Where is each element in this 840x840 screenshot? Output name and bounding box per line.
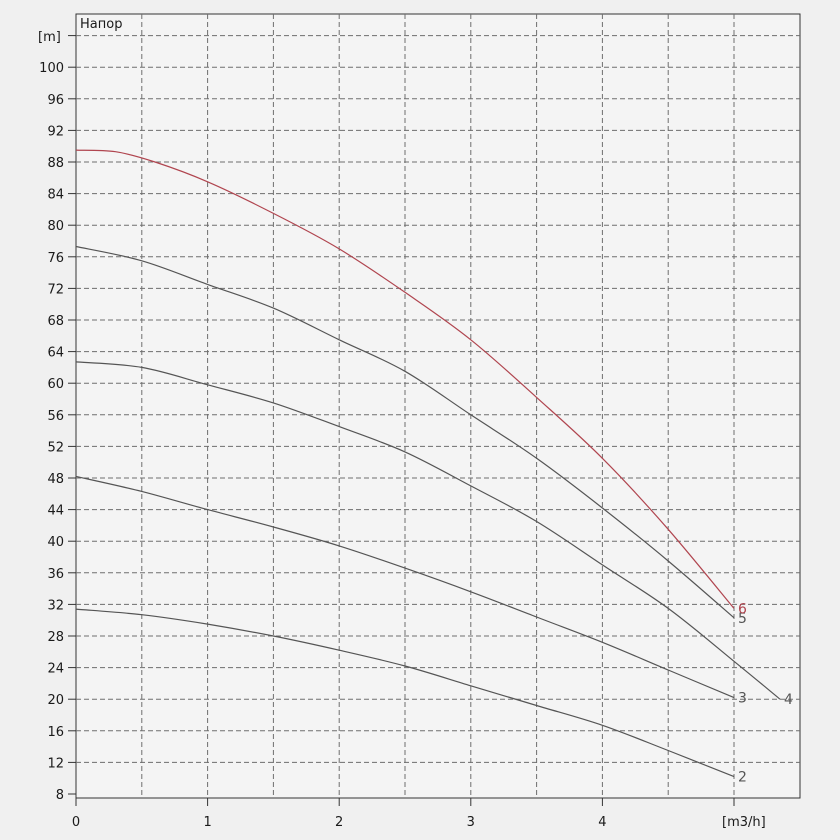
series-label-2: 2 [738, 770, 747, 786]
y-tick-label: 96 [47, 93, 64, 108]
y-axis-label: [m] [38, 30, 61, 45]
series-line-2 [75, 608, 735, 778]
series-label-3: 3 [738, 691, 747, 707]
series-label-4: 4 [784, 692, 793, 708]
y-tick-label: 92 [47, 124, 64, 139]
x-tick-label: 3 [467, 815, 475, 830]
y-tick-label: 32 [47, 598, 64, 613]
plot-area [75, 13, 801, 799]
y-tick-label: 72 [47, 282, 64, 297]
x-tick-label: 0 [72, 815, 80, 830]
y-tick-label: 12 [47, 756, 64, 771]
y-tick-label: 24 [47, 662, 64, 677]
series-line-6 [75, 149, 735, 609]
x-tick-label: 4 [598, 815, 606, 830]
y-tick-label: 56 [47, 409, 64, 424]
y-tick-label: 40 [47, 535, 64, 550]
grid-lines [76, 14, 800, 798]
y-tick-label: 8 [56, 788, 64, 803]
y-tick-label: 60 [47, 377, 64, 392]
series-line-5 [75, 245, 735, 619]
y-tick-label: 80 [47, 219, 64, 234]
x-axis-label: [m3/h] [722, 815, 766, 830]
series-line-3 [75, 475, 735, 699]
y-tick-label: 76 [47, 251, 64, 266]
y-tick-label: 64 [47, 346, 64, 361]
y-tick-label: 52 [47, 440, 64, 455]
series-line-4 [75, 361, 781, 700]
y-tick-label: 16 [47, 725, 64, 740]
y-tick-label: 28 [47, 630, 64, 645]
x-tick-label: 1 [203, 815, 211, 830]
y-tick-label: 100 [39, 61, 64, 76]
chart-title: Напор [80, 17, 122, 32]
y-tick-label: 20 [47, 693, 64, 708]
y-tick-label: 84 [47, 188, 64, 203]
y-tick-label: 88 [47, 156, 64, 171]
series-label-5: 5 [738, 611, 747, 627]
y-tick-label: 44 [47, 504, 64, 519]
axis-ticks [68, 35, 735, 806]
series-lines: 2 3 4 56 [75, 149, 793, 786]
series-label-6: 6 [738, 601, 747, 617]
tick-labels: 8121620242832364044485256606468727680848… [39, 61, 606, 830]
y-tick-label: 36 [47, 567, 64, 582]
x-tick-label: 2 [335, 815, 343, 830]
y-tick-label: 68 [47, 314, 64, 329]
y-tick-label: 48 [47, 472, 64, 487]
